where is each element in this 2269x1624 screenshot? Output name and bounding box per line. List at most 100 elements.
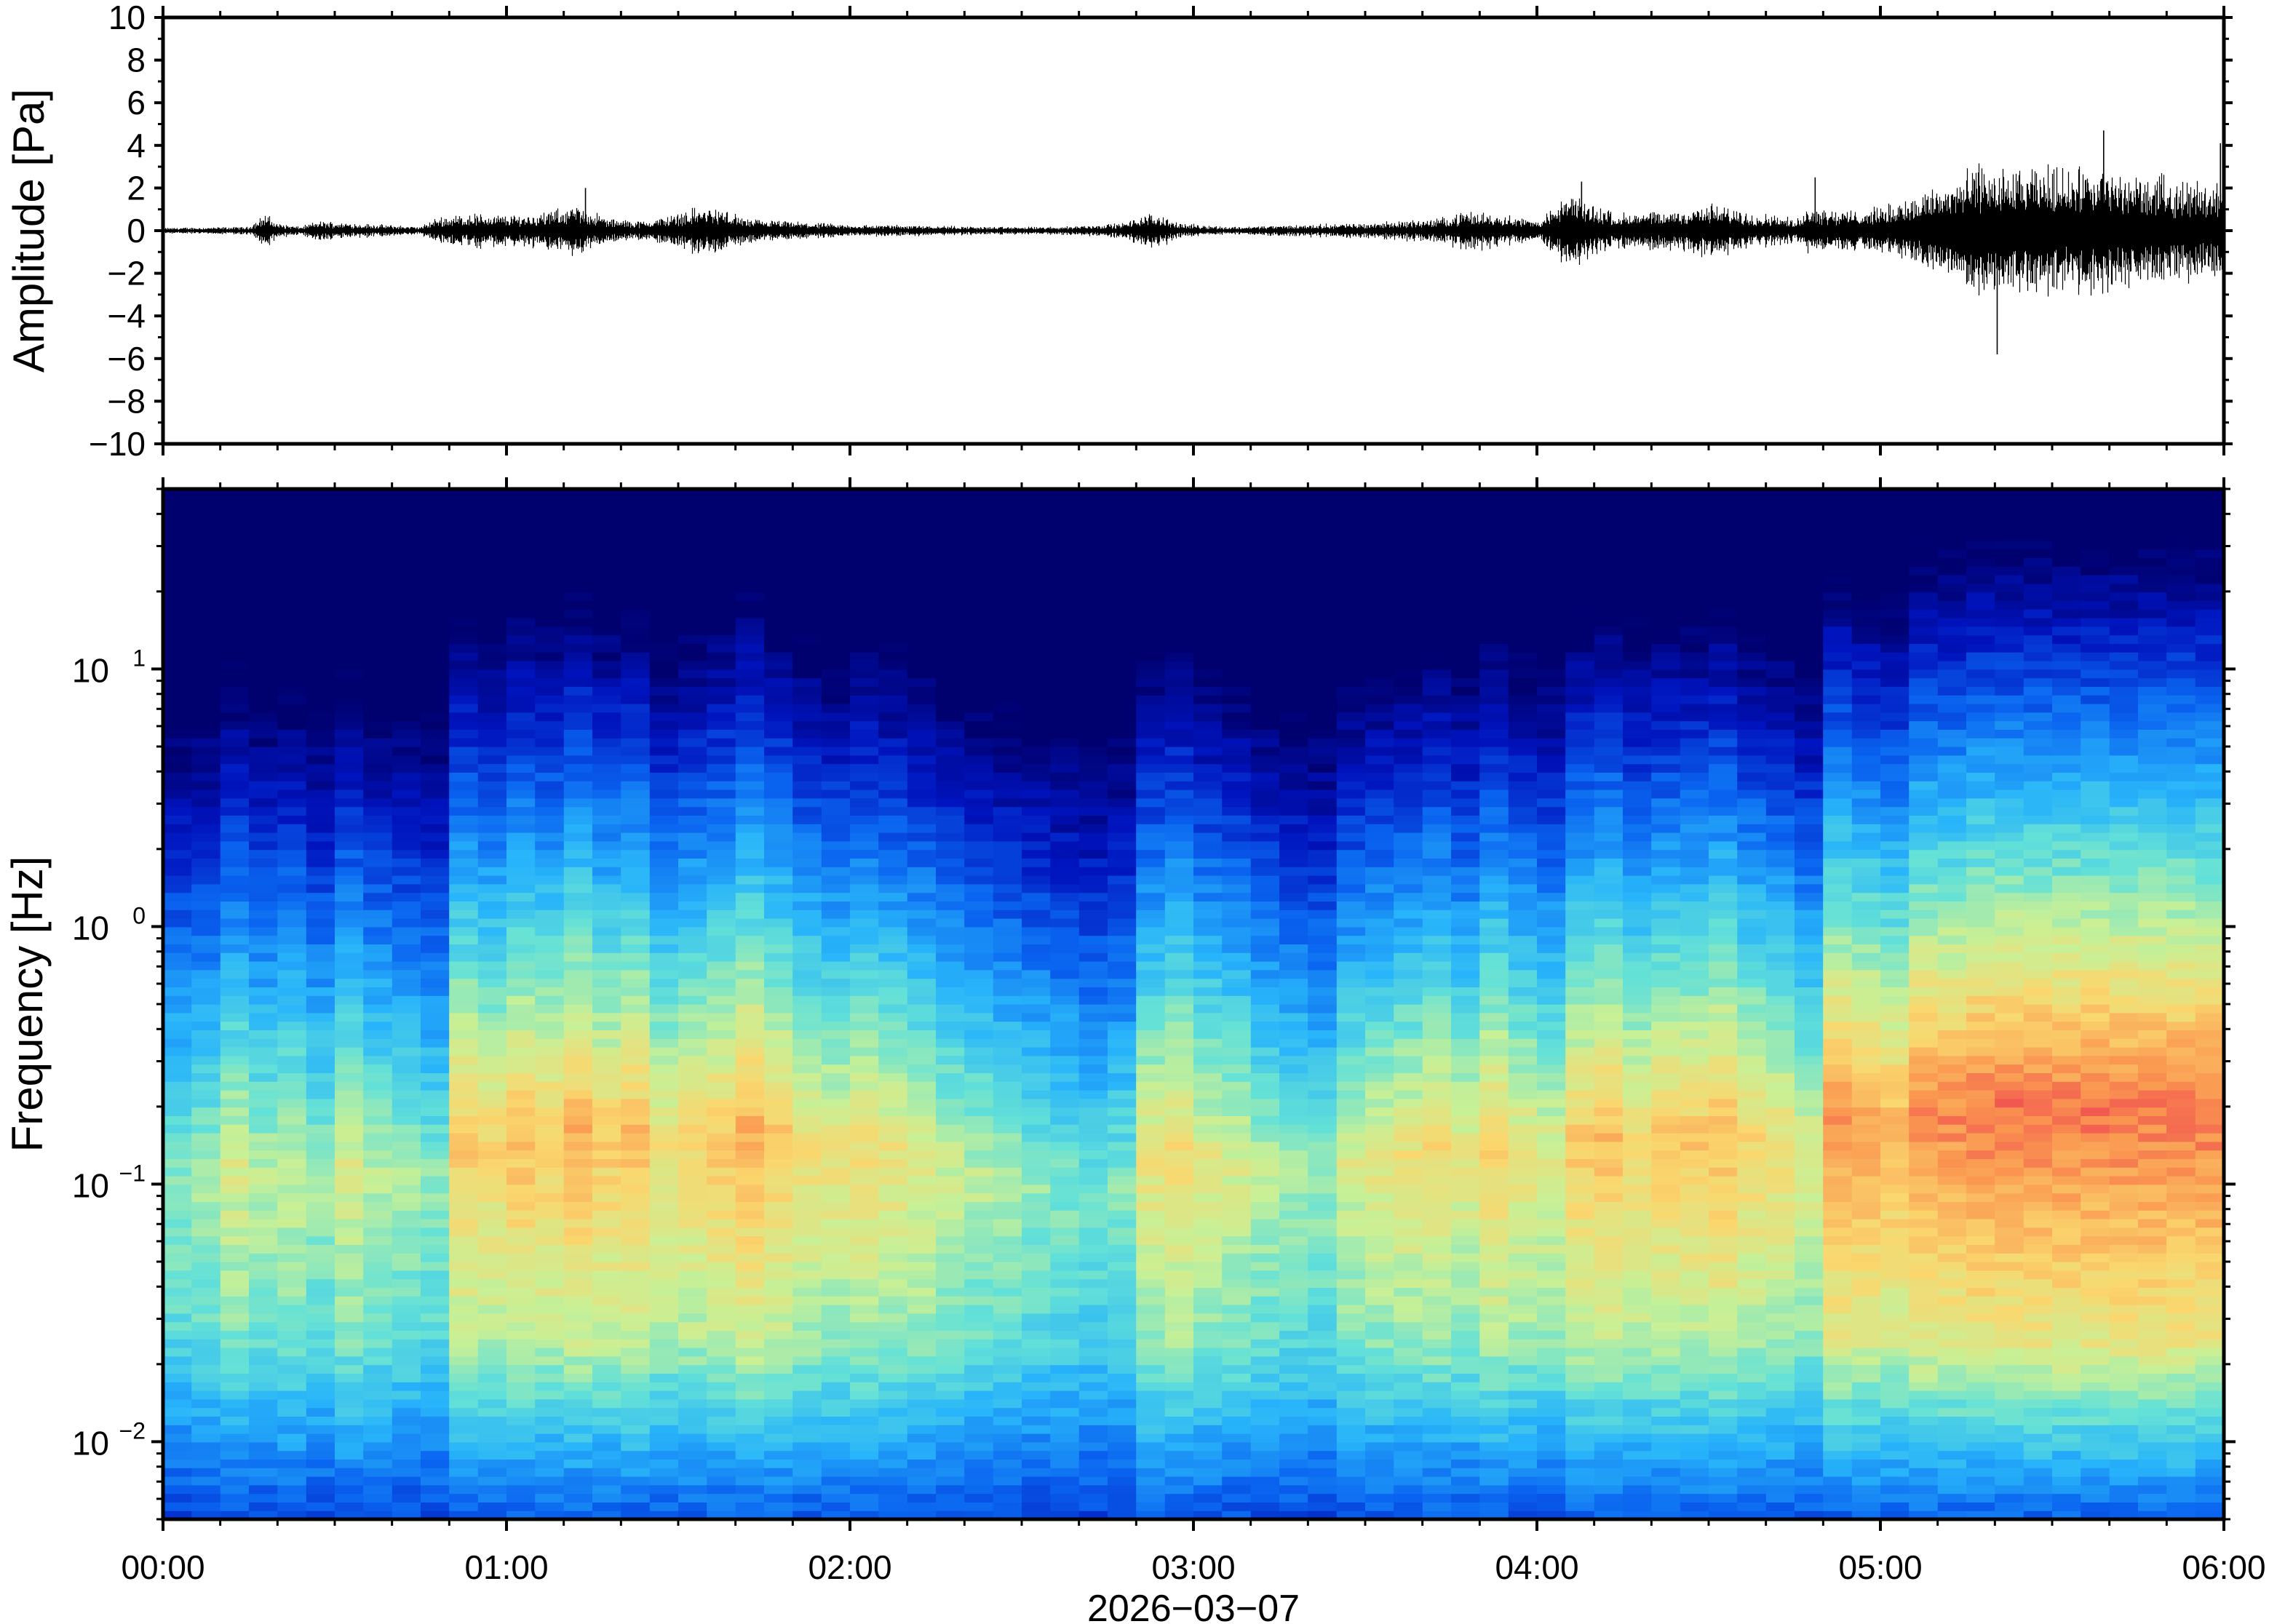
spectrogram-cell xyxy=(563,1296,593,1305)
spectrogram-cell xyxy=(306,1493,335,1502)
spectrogram-cell xyxy=(936,643,965,653)
spectrogram-cell xyxy=(735,1244,765,1254)
spectrogram-cell xyxy=(163,926,192,936)
spectrogram-cell xyxy=(764,1012,793,1022)
spectrogram-cell xyxy=(191,840,220,851)
spectrogram-cell xyxy=(1078,763,1108,773)
spectrogram-cell xyxy=(1136,1278,1165,1288)
spectrogram-cell xyxy=(392,1330,421,1340)
spectrogram-cell xyxy=(821,1425,851,1434)
spectrogram-cell xyxy=(878,1425,907,1434)
spectrogram-cell xyxy=(678,738,707,747)
spectrogram-cell xyxy=(678,1373,707,1382)
spectrogram-cell xyxy=(249,815,278,824)
spectrogram-cell xyxy=(621,592,650,601)
spectrogram-cell xyxy=(335,1407,364,1417)
spectrogram-cell xyxy=(621,652,650,661)
spectrogram-cell xyxy=(735,892,765,901)
spectrogram-cell xyxy=(678,1441,707,1452)
spectrogram-cell xyxy=(649,1047,679,1056)
spectrogram-cell xyxy=(363,661,392,670)
spectrogram-cell xyxy=(392,609,421,618)
spectrogram-cell xyxy=(993,1433,1022,1443)
spectrogram-cell xyxy=(1108,643,1137,653)
spectrogram-cell xyxy=(1250,1287,1280,1297)
spectrogram-cell xyxy=(850,952,879,962)
spectrogram-cell xyxy=(163,1219,192,1228)
spectrogram-cell xyxy=(220,1047,250,1056)
spectrogram-cell xyxy=(563,824,593,833)
spectrogram-cell xyxy=(878,806,907,816)
spectrogram-cell xyxy=(878,1141,907,1151)
spectrogram-cell xyxy=(163,1235,192,1245)
spectrogram-cell xyxy=(277,1150,306,1159)
spectrogram-cell xyxy=(1250,1167,1280,1177)
spectrogram-cell xyxy=(506,1416,536,1425)
spectrogram-cell xyxy=(878,1081,907,1091)
spectrogram-cell xyxy=(220,1055,250,1065)
spectrogram-cell xyxy=(621,797,650,808)
spectrogram-cell xyxy=(563,961,593,971)
spectrogram-cell xyxy=(964,909,993,919)
spectrogram-cell xyxy=(649,661,679,670)
spectrogram-cell xyxy=(821,1450,851,1460)
spectrogram-cell xyxy=(1136,961,1165,971)
spectrogram-cell xyxy=(163,669,192,679)
spectrogram-cell xyxy=(477,1390,507,1400)
spectrogram-cell xyxy=(249,618,278,627)
spectrogram-cell xyxy=(563,1038,593,1048)
spectrogram-cell xyxy=(850,1098,879,1108)
spectrogram-cell xyxy=(335,1201,364,1211)
spectrogram-cell xyxy=(363,1107,392,1116)
spectrogram-cell xyxy=(1308,1502,1337,1511)
spectrogram-cell xyxy=(850,695,879,704)
spectrogram-cell xyxy=(1164,867,1194,876)
spectrogram-cell xyxy=(163,901,192,910)
spectrogram-cell xyxy=(850,1124,879,1134)
spectrogram-cell xyxy=(907,1227,937,1237)
spectrogram-cell xyxy=(191,1253,220,1262)
spectrogram-cell xyxy=(964,961,993,971)
spectrogram-cell xyxy=(563,1141,593,1151)
spectrogram-cell xyxy=(1193,1038,1223,1048)
spectrogram-cell xyxy=(1022,1141,1051,1151)
spectrogram-cell xyxy=(535,892,564,901)
spectrogram-cell xyxy=(735,1450,765,1460)
spectrogram-cell xyxy=(850,712,879,722)
spectrogram-cell xyxy=(993,1004,1022,1014)
spectrogram-cell xyxy=(1164,1348,1194,1357)
spectrogram-cell xyxy=(850,772,879,781)
spectrogram-cell xyxy=(363,961,392,971)
spectrogram-cell xyxy=(707,1141,736,1151)
spectrogram-cell xyxy=(191,1064,220,1073)
spectrogram-cell xyxy=(392,1124,421,1134)
spectrogram-cell xyxy=(649,1090,679,1099)
spectrogram-cell xyxy=(220,867,250,876)
spectrogram-cell xyxy=(506,1176,536,1185)
spectrogram-cell xyxy=(821,704,851,713)
spectrogram-cell xyxy=(306,1235,335,1245)
spectrogram-cell xyxy=(850,1133,879,1142)
spectrogram-cell xyxy=(735,1227,765,1237)
spectrogram-cell xyxy=(907,1201,937,1211)
spectrogram-cell xyxy=(392,978,421,987)
spectrogram-cell xyxy=(535,1476,564,1486)
spectrogram-cell xyxy=(249,686,278,696)
spectrogram-cell xyxy=(821,497,851,507)
spectrogram-cell xyxy=(191,618,220,627)
spectrogram-cell xyxy=(907,883,937,893)
spectrogram-cell xyxy=(993,1167,1022,1177)
spectrogram-cell xyxy=(850,1150,879,1159)
spectrogram-cell xyxy=(621,952,650,962)
spectrogram-cell xyxy=(477,1210,507,1219)
spectrogram-cell xyxy=(277,901,306,910)
spectrogram-cell xyxy=(1136,1510,1165,1519)
spectrogram-cell xyxy=(535,1278,564,1288)
spectrogram-cell xyxy=(1136,575,1165,584)
spectrogram-cell xyxy=(477,1081,507,1091)
spectrogram-cell xyxy=(936,763,965,773)
spectrogram-cell xyxy=(1136,918,1165,928)
spectrogram-cell xyxy=(335,952,364,962)
spectrogram-cell xyxy=(878,1407,907,1417)
spectrogram-cell xyxy=(964,514,993,524)
